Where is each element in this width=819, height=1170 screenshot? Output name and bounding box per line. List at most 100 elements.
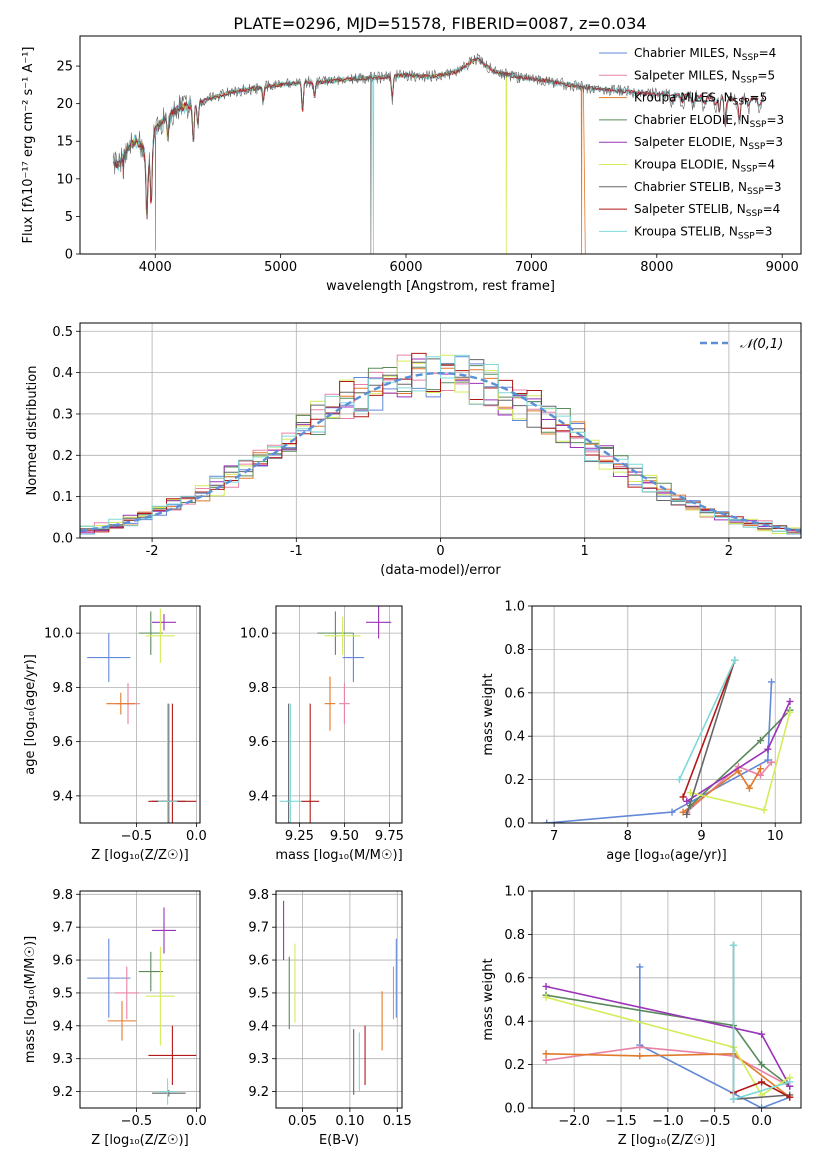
spectrum-panel: 4000 5000 6000 7000 8000 9000 0 5 10 15 20 25 wavele…	[21, 35, 802, 294]
y-axis-label: Flux [fλ10⁻¹⁷ erg cm⁻² s⁻¹ A⁻¹]	[21, 47, 36, 244]
point-kroupa-elodie	[324, 616, 361, 655]
y-tick-label: 9.4	[248, 1019, 269, 1034]
point-kroupa-elodie	[146, 608, 175, 663]
weight-marker	[768, 678, 776, 686]
x-tick-label: 1	[581, 544, 589, 559]
y-tick-label: 1.0	[504, 885, 525, 900]
legend-nssp: 3	[774, 180, 782, 194]
axes-frame	[79, 890, 201, 1109]
weight-marker	[760, 806, 768, 814]
y-tick-label: 9.8	[248, 681, 269, 696]
residuals-legend: 𝒩(0,1)	[700, 337, 783, 352]
weight-line	[682, 660, 736, 798]
legend-label: Salpeter ELODIE, NSSP=3	[634, 135, 783, 152]
y-tick-label: 9.6	[52, 954, 73, 969]
legend-text: Salpeter MILES, N	[634, 68, 741, 82]
y-tick-label: 9.6	[248, 954, 269, 969]
point-kroupa-miles	[106, 692, 136, 715]
residuals-panel: -2 -1 0 1 2 0.0 0.1 0.2 0.3 0.4 0.5 (data-model)/er…	[25, 322, 802, 578]
weight-marker	[758, 1030, 766, 1038]
point-kroupa-stelib	[158, 703, 178, 823]
legend-nssp: 3	[765, 224, 773, 238]
legend-subscript: SSP	[733, 98, 750, 108]
y-tick-label: 20	[56, 97, 73, 112]
x-axis-label: Z [log₁₀(Z/Z☉)]	[91, 1133, 188, 1148]
weight-marker	[675, 776, 683, 784]
y-tick-label: 0.0	[504, 817, 525, 832]
weight-marker	[756, 765, 764, 773]
weights-kroupa-stelib	[730, 941, 794, 1103]
legend-subscript: SSP	[742, 53, 759, 63]
y-tick-label: 9.7	[52, 921, 73, 936]
mass_vs_ebv-grid	[276, 891, 402, 1108]
weight_vs_Z-panel: −2.0 −1.5 −1.0 −0.5 0.0 0.0 0.2 0.4 0.6 0.8 1.0 Z […	[481, 885, 802, 1148]
x-tick-label: 0.0	[186, 1114, 207, 1129]
age_vs_mass-marks	[279, 606, 392, 823]
legend-text: Salpeter ELODIE, N	[634, 135, 748, 149]
age_vs_Z-axes: −0.5 0.0 9.4 9.6 9.8 10.0 Z [log₁₀(Z/Z☉)] age […	[23, 605, 207, 863]
weight-line	[546, 1052, 791, 1098]
y-axis-label: age [log₁₀(age/yr)]	[23, 654, 38, 775]
point-chabrier-elodie	[138, 611, 163, 655]
weight_vs_age-marks	[543, 656, 794, 823]
x-tick-label: 0.0	[186, 829, 207, 844]
weight-marker	[636, 1043, 644, 1051]
y-axis-label: Normed distribution	[25, 366, 40, 496]
weight-line	[546, 681, 773, 823]
mass_vs_ebv-marks	[283, 900, 397, 1095]
weight-marker	[668, 808, 676, 816]
y-tick-label: 9.8	[52, 888, 73, 903]
y-tick-label: 0.5	[52, 325, 73, 340]
x-tick-label: 0.10	[335, 1114, 364, 1129]
x-axis-label: mass [log₁₀(M/M☉)]	[275, 848, 402, 863]
y-tick-label: 1.0	[504, 600, 525, 615]
legend-subscript: SSP	[741, 75, 758, 85]
series-salpeter-stelib	[112, 57, 765, 220]
legend-subscript: SSP	[748, 142, 765, 152]
x-axis-label: Z [log₁₀(Z/Z☉)]	[618, 1133, 715, 1148]
point-chabrier-elodie	[138, 951, 163, 992]
x-tick-label: −0.5	[121, 1114, 153, 1129]
mass_vs_Z-grid	[80, 891, 200, 1108]
x-tick-label: 0.0	[751, 1114, 772, 1129]
axes-frame	[531, 605, 802, 824]
y-tick-label: 9.4	[52, 789, 73, 804]
weight-marker	[542, 993, 550, 1001]
point-chabrier-elodie	[317, 611, 354, 655]
legend-nssp: 5	[767, 68, 775, 82]
residuals-marks	[80, 352, 801, 538]
normal-curve	[80, 371, 801, 532]
legend-eq: =	[757, 158, 767, 172]
weights-chabrier-stelib	[683, 656, 739, 818]
weight-marker	[758, 1078, 766, 1086]
legend-eq: =	[759, 46, 769, 60]
legend-text: Chabrier ELODIE, N	[634, 113, 750, 127]
y-axis-label: mass weight	[481, 673, 496, 755]
y-tick-label: 0.4	[504, 730, 525, 745]
legend-text: Chabrier MILES, N	[634, 46, 742, 60]
weight-marker	[758, 1104, 766, 1108]
legend-label: Salpeter STELIB, NSSP=4	[634, 202, 780, 219]
x-tick-label: 7	[550, 829, 558, 844]
y-tick-label: 5	[65, 210, 73, 225]
weight-line	[682, 768, 762, 813]
y-tick-label: 9.3	[248, 1052, 269, 1067]
legend-nssp: 3	[777, 113, 785, 127]
x-tick-label: 8000	[640, 260, 673, 275]
y-tick-label: 0.0	[52, 532, 73, 547]
point-salpeter-elodie	[152, 614, 176, 631]
y-tick-label: 0.0	[504, 1102, 525, 1117]
age_vs_mass-panel: 9.25 9.50 9.75 9.4 9.6 9.8 10.0 mass [log₁₀(M/M…	[240, 605, 404, 863]
legend-label: Kroupa STELIB, NSSP=3	[634, 224, 772, 241]
legend-nssp: 4	[773, 202, 781, 216]
weight-marker	[543, 819, 551, 823]
weight-marker	[636, 1052, 644, 1060]
weight-line	[686, 660, 736, 815]
weight-line	[686, 701, 791, 802]
y-tick-label: 0.2	[52, 449, 73, 464]
x-tick-label: −1.0	[652, 1114, 684, 1129]
mass_vs_Z-panel: −0.5 0.0 9.2 9.3 9.4 9.5 9.6 9.7 9.8 Z [log₁₀(Z/Z…	[23, 888, 207, 1148]
legend-label: 𝒩(0,1)	[740, 337, 783, 352]
legend-nssp: 4	[769, 46, 777, 60]
